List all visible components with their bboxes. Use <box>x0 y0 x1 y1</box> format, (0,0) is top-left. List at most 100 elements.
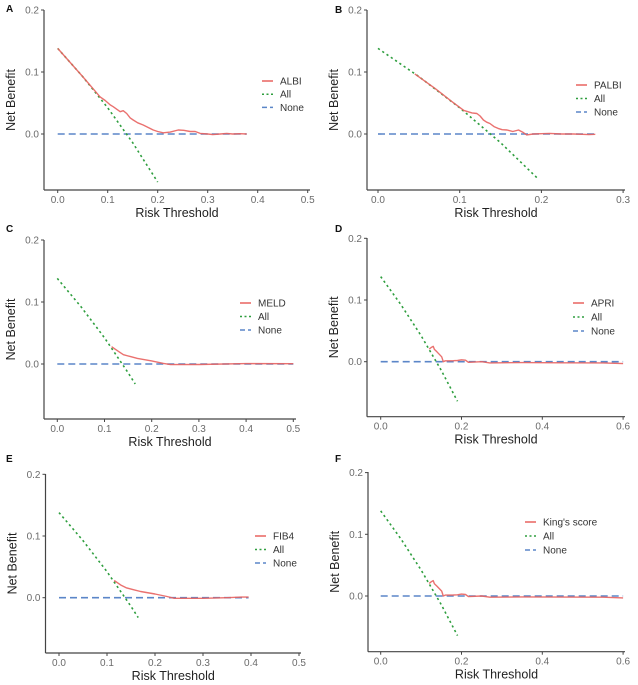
y-tick-label: 0.2 <box>349 468 363 479</box>
x-tick-label: 0.5 <box>286 424 300 435</box>
x-tick-label: 0.3 <box>616 195 630 206</box>
panel-letter: E <box>6 454 13 465</box>
y-tick-label: 0.1 <box>348 296 362 307</box>
x-tick-label: 0.2 <box>455 422 469 433</box>
legend-label: All <box>273 545 284 556</box>
x-axis-label: Risk Threshold <box>455 668 538 682</box>
x-tick-label: 0.1 <box>98 424 112 435</box>
legend-label: All <box>543 532 554 543</box>
y-tick-label: 0.0 <box>25 360 39 371</box>
x-tick-label: 0.4 <box>244 658 258 669</box>
x-tick-label: 0.0 <box>374 422 388 433</box>
series-line-all <box>380 276 459 402</box>
legend: APRI All None <box>573 299 615 338</box>
series-line-all <box>377 47 540 181</box>
x-tick-label: 0.2 <box>148 658 162 669</box>
panel-letter: F <box>335 454 341 465</box>
legend-label: None <box>543 546 567 557</box>
legend-label: All <box>280 90 291 101</box>
x-tick-label: 0.4 <box>535 422 549 433</box>
series-line-king-s-score <box>428 579 624 599</box>
y-tick-label: 0.1 <box>25 298 39 309</box>
panel-letter: B <box>335 5 342 16</box>
y-tick-label: 0.0 <box>348 130 362 141</box>
panel-letter: D <box>335 224 342 235</box>
x-tick-label: 0.0 <box>374 657 388 668</box>
x-tick-label: 0.4 <box>239 424 253 435</box>
series-line-all <box>380 510 459 636</box>
y-axis-label: Net Benefit <box>4 298 18 360</box>
x-tick-label: 0.1 <box>101 195 115 206</box>
legend: King's score All None <box>525 518 598 557</box>
y-axis-label: Net Benefit <box>4 69 18 131</box>
legend: ALBI All None <box>262 77 304 114</box>
y-tick-label: 0.0 <box>349 592 363 603</box>
legend-label: King's score <box>543 518 598 529</box>
x-tick-label: 0.6 <box>616 657 630 668</box>
legend-label: All <box>594 94 605 105</box>
y-axis-label: Net Benefit <box>6 532 20 594</box>
y-tick-label: 0.1 <box>27 532 41 543</box>
legend-label: None <box>280 103 304 114</box>
series-line-all <box>57 47 159 183</box>
legend-label: None <box>258 326 282 337</box>
x-tick-label: 0.6 <box>616 422 630 433</box>
x-tick-label: 0.2 <box>455 657 469 668</box>
series-line-fib4 <box>113 579 249 599</box>
x-axis-label: Risk Threshold <box>128 435 211 449</box>
x-tick-label: 0.4 <box>251 195 265 206</box>
legend-label: PALBI <box>594 81 622 92</box>
x-tick-label: 0.3 <box>192 424 206 435</box>
y-tick-label: 0.2 <box>25 236 39 247</box>
x-tick-label: 0.0 <box>371 195 385 206</box>
legend-label: None <box>273 559 297 570</box>
x-tick-label: 0.0 <box>50 424 64 435</box>
y-tick-label: 0.2 <box>27 470 41 481</box>
panel-letter: A <box>6 4 13 15</box>
y-tick-label: 0.1 <box>349 530 363 541</box>
series-line-all <box>56 277 136 385</box>
x-axis-label: Risk Threshold <box>454 206 537 220</box>
y-tick-label: 0.2 <box>348 6 362 17</box>
x-axis-label: Risk Threshold <box>132 669 215 683</box>
x-tick-label: 0.0 <box>52 658 66 669</box>
x-tick-label: 0.5 <box>301 195 315 206</box>
y-tick-label: 0.0 <box>25 130 39 141</box>
x-tick-label: 0.2 <box>151 195 165 206</box>
y-axis-label: Net Benefit <box>327 69 341 131</box>
y-axis-label: Net Benefit <box>327 296 341 358</box>
x-tick-label: 0.3 <box>196 658 210 669</box>
legend-label: ALBI <box>280 77 302 88</box>
panel-letter: C <box>6 224 13 235</box>
legend-label: FIB4 <box>273 532 295 543</box>
x-tick-label: 0.2 <box>534 195 548 206</box>
x-axis-label: Risk Threshold <box>454 433 537 447</box>
legend-label: None <box>591 327 615 338</box>
x-tick-label: 0.5 <box>292 658 306 669</box>
series-line-meld <box>111 346 294 366</box>
x-tick-label: 0.1 <box>453 195 467 206</box>
legend-label: All <box>591 313 602 324</box>
series-line-palbi <box>414 73 596 136</box>
x-tick-label: 0.0 <box>51 195 65 206</box>
x-tick-label: 0.4 <box>535 657 549 668</box>
y-tick-label: 0.0 <box>348 357 362 368</box>
x-tick-label: 0.3 <box>201 195 215 206</box>
legend-label: All <box>258 312 269 323</box>
legend: MELD All None <box>240 299 286 337</box>
y-tick-label: 0.1 <box>25 68 39 79</box>
series-line-all <box>58 512 139 619</box>
legend: FIB4 All None <box>255 532 297 570</box>
legend-label: APRI <box>591 299 614 310</box>
y-tick-label: 0.0 <box>27 593 41 604</box>
x-axis-label: Risk Threshold <box>135 206 218 220</box>
series-line-albi <box>57 47 247 136</box>
legend: PALBI All None <box>576 81 622 119</box>
